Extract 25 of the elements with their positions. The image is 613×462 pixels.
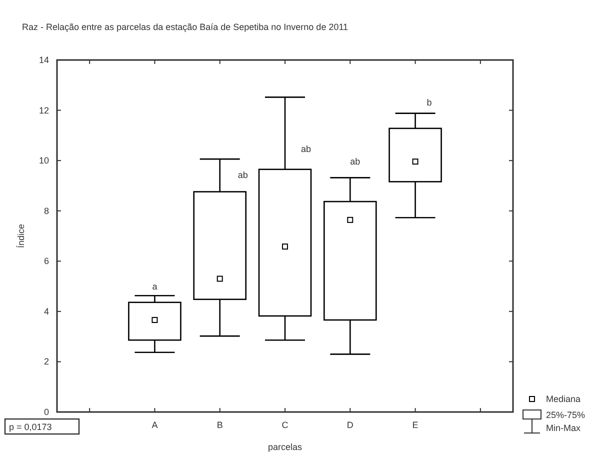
y-tick-label: 8 [44,206,49,216]
y-axis-title: Índice [16,224,26,248]
annotation: ab [350,156,360,167]
annotation: ab [300,144,312,154]
x-tick-label: A [152,420,158,430]
annotation: b [426,97,432,108]
text: p = 0,0173 [9,422,52,432]
text: Mediana [546,394,581,404]
text: 25%-75% [546,410,586,420]
x-tick-label: B [216,420,223,430]
x-axis-title: parcelas [268,442,302,452]
x-tick-label: E [412,420,418,430]
text: Min-Max [546,423,581,433]
chart-title: Raz - Relação entre as parcelas da estação Baía de Sepetiba no Inverno de 2011 [22,22,348,32]
y-tick-label: 4 [44,306,49,316]
y-tick-label: 0 [44,407,49,417]
annotation: a [152,282,158,292]
annotation: ab [238,170,248,180]
x-tick-label: C [282,420,289,430]
y-tick-label: 6 [44,256,49,266]
y-tick-label: 14 [38,55,49,65]
x-tick-label: D [346,420,354,430]
y-tick-label: 2 [44,356,49,367]
y-tick-label: 10 [38,156,49,166]
y-tick-label: 12 [38,105,49,116]
